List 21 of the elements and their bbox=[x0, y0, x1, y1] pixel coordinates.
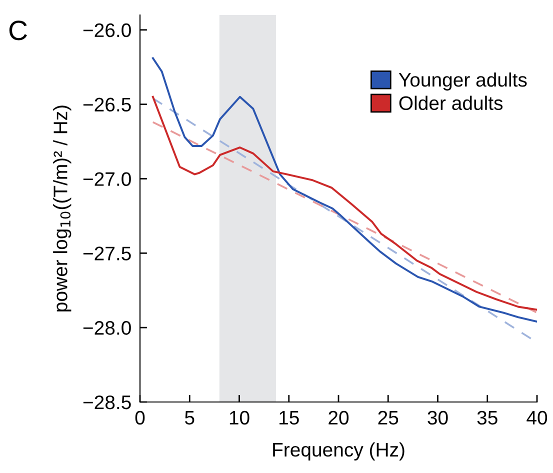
y-axis-title: power log$_{10}$((T/m)² / Hz) bbox=[53, 106, 72, 312]
line-series bbox=[152, 57, 537, 323]
x-tick-label: 30 bbox=[428, 410, 448, 425]
y-tick-label: −27.5 bbox=[83, 246, 131, 260]
x-tick-label: 25 bbox=[378, 410, 398, 425]
x-tick-label: 10 bbox=[230, 410, 250, 425]
y-tick-label: −28.0 bbox=[83, 321, 131, 335]
text: C bbox=[9, 20, 27, 40]
x-tick-label: 40 bbox=[526, 410, 548, 425]
x-tick-label: 35 bbox=[477, 410, 498, 425]
y-tick-label: −26.5 bbox=[83, 98, 131, 112]
x-tick-label: 5 bbox=[184, 411, 194, 425]
x-tick-label: 20 bbox=[328, 410, 349, 425]
y-tick-label: −28.5 bbox=[83, 395, 131, 410]
x-axis-title: Frequency (Hz) bbox=[273, 442, 404, 460]
y-tick-label: −27.0 bbox=[83, 172, 131, 186]
legend-label: Younger adults bbox=[398, 72, 527, 91]
x-tick-label: 15 bbox=[280, 411, 299, 425]
x-tick-label: 0 bbox=[135, 410, 145, 425]
y-tick-label: −26.0 bbox=[83, 23, 131, 38]
legend-label: Older adults bbox=[399, 96, 503, 110]
